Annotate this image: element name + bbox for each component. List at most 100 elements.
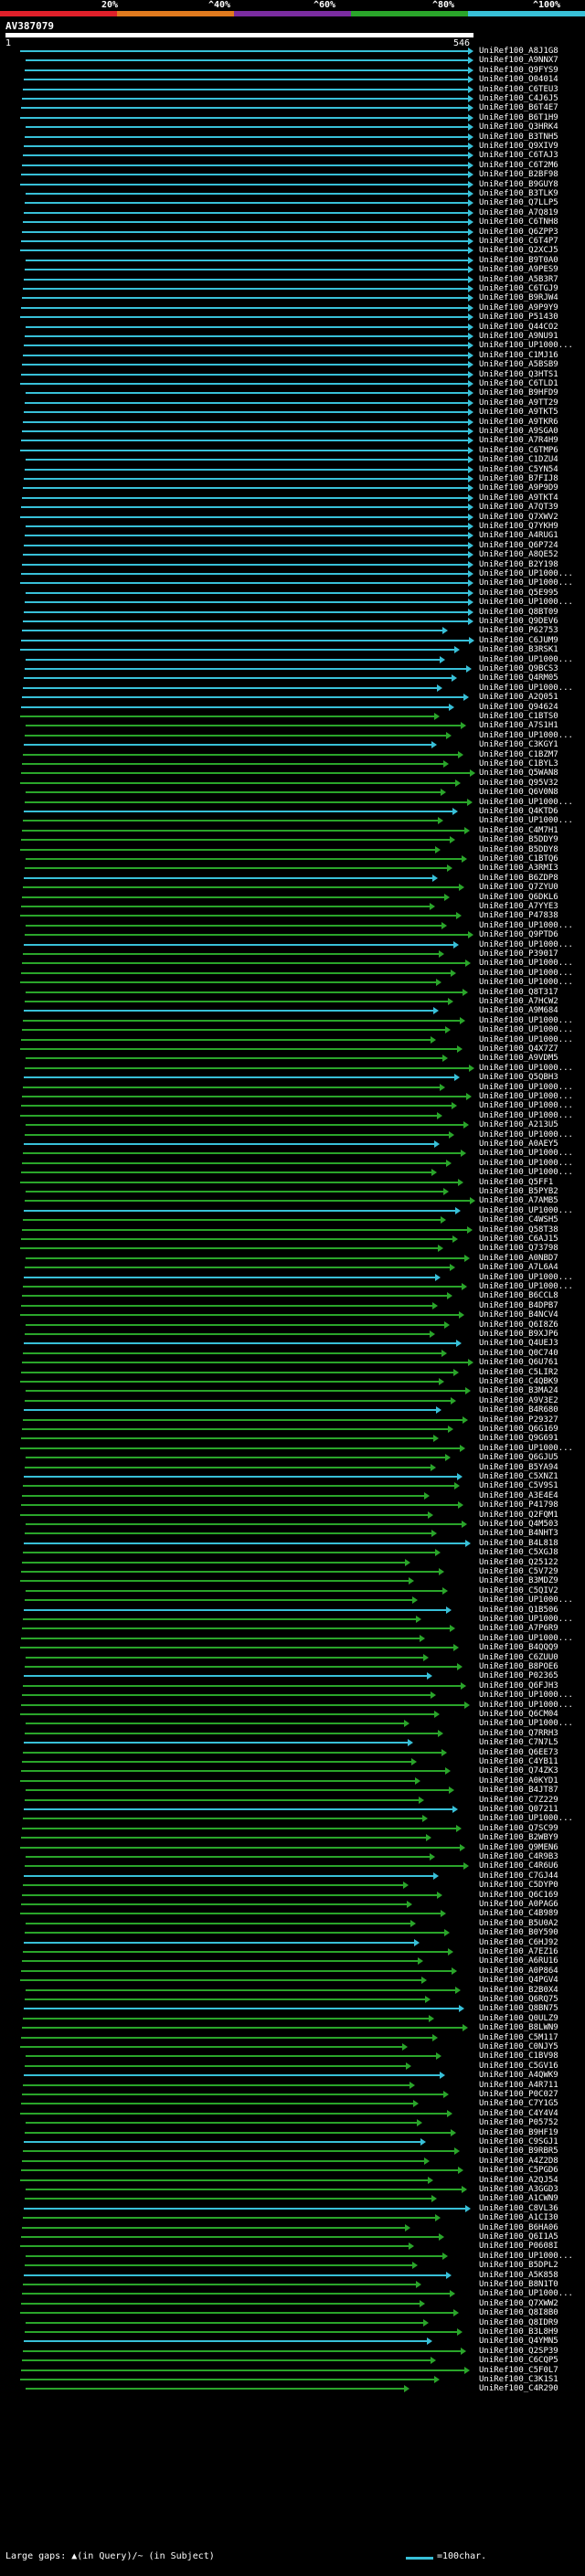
hit-accession-link[interactable]: UniRef100_A9SGA0 bbox=[479, 427, 558, 436]
hit-accession-link[interactable]: UniRef100_B9HFD9 bbox=[479, 388, 558, 398]
alignment-row[interactable]: UniRef100_A2Q051 bbox=[0, 692, 585, 703]
alignment-row[interactable]: UniRef100_B0Y590 bbox=[0, 1927, 585, 1938]
alignment-row[interactable]: UniRef100_B4R680 bbox=[0, 1405, 585, 1415]
hit-accession-link[interactable]: UniRef100_A8QE52 bbox=[479, 550, 558, 560]
alignment-row[interactable]: UniRef100_Q6C169 bbox=[0, 1890, 585, 1901]
hit-accession-link[interactable]: UniRef100_UP1000... bbox=[479, 1205, 573, 1215]
alignment-row[interactable]: UniRef100_P41798 bbox=[0, 1500, 585, 1511]
alignment-row[interactable]: UniRef100_C3KGY1 bbox=[0, 739, 585, 750]
hit-accession-link[interactable]: UniRef100_A3E4E4 bbox=[479, 1490, 558, 1500]
hit-accession-link[interactable]: UniRef100_UP1000... bbox=[479, 569, 573, 578]
alignment-row[interactable]: UniRef100_C4R9B3 bbox=[0, 1851, 585, 1862]
hit-accession-link[interactable]: UniRef100_P41798 bbox=[479, 1500, 558, 1511]
hit-accession-link[interactable]: UniRef100_UP1000... bbox=[479, 1034, 573, 1044]
hit-accession-link[interactable]: UniRef100_Q7ZYU0 bbox=[479, 883, 558, 893]
hit-accession-link[interactable]: UniRef100_A0NBD7 bbox=[479, 1253, 558, 1263]
hit-accession-link[interactable]: UniRef100_A7AMB5 bbox=[479, 1196, 558, 1206]
hit-accession-link[interactable]: UniRef100_Q7RRH3 bbox=[479, 1728, 558, 1738]
alignment-row[interactable]: UniRef100_UP1000... bbox=[0, 1614, 585, 1625]
alignment-row[interactable]: UniRef100_C1DZU4 bbox=[0, 454, 585, 465]
alignment-row[interactable]: UniRef100_B8LWN9 bbox=[0, 2022, 585, 2033]
hit-accession-link[interactable]: UniRef100_Q6FJH3 bbox=[479, 1680, 558, 1691]
hit-accession-link[interactable]: UniRef100_A8J1G8 bbox=[479, 47, 558, 56]
alignment-row[interactable]: UniRef100_Q8BN75 bbox=[0, 2003, 585, 2014]
alignment-row[interactable]: UniRef100_P51430 bbox=[0, 312, 585, 323]
alignment-row[interactable]: UniRef100_A3GGD3 bbox=[0, 2184, 585, 2195]
alignment-row[interactable]: UniRef100_UP1000... bbox=[0, 1633, 585, 1644]
hit-accession-link[interactable]: UniRef100_C1BV98 bbox=[479, 2051, 558, 2062]
hit-accession-link[interactable]: UniRef100_C5YN54 bbox=[479, 464, 558, 474]
hit-accession-link[interactable]: UniRef100_C4QBK9 bbox=[479, 1377, 558, 1386]
alignment-row[interactable]: UniRef100_C4Y4V4 bbox=[0, 2108, 585, 2119]
alignment-row[interactable]: UniRef100_Q4M503 bbox=[0, 1519, 585, 1530]
hit-accession-link[interactable]: UniRef100_B9T0A0 bbox=[479, 255, 558, 265]
alignment-row[interactable]: UniRef100_B4DPB7 bbox=[0, 1300, 585, 1311]
hit-accession-link[interactable]: UniRef100_Q73798 bbox=[479, 1244, 558, 1254]
hit-accession-link[interactable]: UniRef100_A9V3E2 bbox=[479, 1395, 558, 1405]
hit-accession-link[interactable]: UniRef100_Q9FYS9 bbox=[479, 65, 558, 75]
hit-accession-link[interactable]: UniRef100_Q6RQ75 bbox=[479, 1995, 558, 2004]
hit-accession-link[interactable]: UniRef100_Q25122 bbox=[479, 1557, 558, 1567]
hit-accession-link[interactable]: UniRef100_Q7SC99 bbox=[479, 1823, 558, 1833]
hit-accession-link[interactable]: UniRef100_UP1000... bbox=[479, 598, 573, 608]
hit-accession-link[interactable]: UniRef100_Q4RM05 bbox=[479, 673, 558, 684]
hit-accession-link[interactable]: UniRef100_A4Z2D8 bbox=[479, 2156, 558, 2166]
hit-accession-link[interactable]: UniRef100_B4NCV4 bbox=[479, 1310, 558, 1320]
alignment-row[interactable]: UniRef100_UP1000... bbox=[0, 968, 585, 979]
hit-accession-link[interactable]: UniRef100_B4R680 bbox=[479, 1405, 558, 1415]
hit-accession-link[interactable]: UniRef100_C1BZM7 bbox=[479, 749, 558, 759]
hit-accession-link[interactable]: UniRef100_B5DPL2 bbox=[479, 2261, 558, 2271]
alignment-row[interactable]: UniRef100_Q58T38 bbox=[0, 1224, 585, 1235]
alignment-row[interactable]: UniRef100_B3TLK9 bbox=[0, 188, 585, 199]
alignment-row[interactable]: UniRef100_Q8I8B0 bbox=[0, 2307, 585, 2318]
hit-accession-link[interactable]: UniRef100_Q7LLP5 bbox=[479, 198, 558, 208]
alignment-row[interactable]: UniRef100_Q2FQM1 bbox=[0, 1510, 585, 1521]
alignment-row[interactable]: UniRef100_C5XGJ8 bbox=[0, 1547, 585, 1558]
alignment-row[interactable]: UniRef100_A5BSB9 bbox=[0, 359, 585, 370]
alignment-row[interactable]: UniRef100_C6HJ92 bbox=[0, 1937, 585, 1948]
alignment-row[interactable]: UniRef100_B4QQQ9 bbox=[0, 1642, 585, 1653]
alignment-row[interactable]: UniRef100_Q2XCJ5 bbox=[0, 245, 585, 256]
hit-accession-link[interactable]: UniRef100_UP1000... bbox=[479, 920, 573, 930]
hit-accession-link[interactable]: UniRef100_C6CQP5 bbox=[479, 2356, 558, 2366]
alignment-row[interactable]: UniRef100_UP1000... bbox=[0, 578, 585, 588]
hit-accession-link[interactable]: UniRef100_A9TKT5 bbox=[479, 408, 558, 418]
alignment-row[interactable]: UniRef100_Q74ZK3 bbox=[0, 1765, 585, 1776]
alignment-row[interactable]: UniRef100_B3MDZ9 bbox=[0, 1575, 585, 1586]
hit-accession-link[interactable]: UniRef100_Q6I1A5 bbox=[479, 2232, 558, 2242]
hit-accession-link[interactable]: UniRef100_UP1000... bbox=[479, 2251, 573, 2261]
alignment-row[interactable]: UniRef100_B2WBY9 bbox=[0, 1832, 585, 1843]
hit-accession-link[interactable]: UniRef100_A1CI30 bbox=[479, 2213, 558, 2223]
alignment-row[interactable]: UniRef100_Q7ZYU0 bbox=[0, 882, 585, 893]
alignment-row[interactable]: UniRef100_Q7XWW2 bbox=[0, 2298, 585, 2309]
hit-accession-link[interactable]: UniRef100_C5V729 bbox=[479, 1567, 558, 1576]
hit-accession-link[interactable]: UniRef100_Q6GJU5 bbox=[479, 1453, 558, 1463]
alignment-row[interactable]: UniRef100_Q8T317 bbox=[0, 987, 585, 998]
alignment-row[interactable]: UniRef100_A0AEY5 bbox=[0, 1139, 585, 1150]
alignment-row[interactable]: UniRef100_C5QIV2 bbox=[0, 1585, 585, 1596]
hit-accession-link[interactable]: UniRef100_B9RBR5 bbox=[479, 2147, 558, 2157]
alignment-row[interactable]: UniRef100_UP1000... bbox=[0, 1110, 585, 1121]
hit-accession-link[interactable]: UniRef100_B6T4E7 bbox=[479, 103, 558, 113]
hit-accession-link[interactable]: UniRef100_Q0C740 bbox=[479, 1348, 558, 1358]
alignment-row[interactable]: UniRef100_UP1000... bbox=[0, 1100, 585, 1111]
hit-accession-link[interactable]: UniRef100_UP1000... bbox=[479, 1149, 573, 1159]
alignment-row[interactable]: UniRef100_B2BF98 bbox=[0, 169, 585, 180]
alignment-row[interactable]: UniRef100_B3TNH5 bbox=[0, 132, 585, 143]
alignment-row[interactable]: UniRef100_UP1000... bbox=[0, 1272, 585, 1283]
alignment-row[interactable]: UniRef100_B6HA06 bbox=[0, 2222, 585, 2233]
hit-accession-link[interactable]: UniRef100_UP1000... bbox=[479, 730, 573, 740]
hit-accession-link[interactable]: UniRef100_C4YB11 bbox=[479, 1757, 558, 1766]
alignment-row[interactable]: UniRef100_Q0C740 bbox=[0, 1348, 585, 1359]
hit-accession-link[interactable]: UniRef100_C9SGJ1 bbox=[479, 2137, 558, 2147]
hit-accession-link[interactable]: UniRef100_B2BF98 bbox=[479, 170, 558, 180]
hit-accession-link[interactable]: UniRef100_Q6C169 bbox=[479, 1890, 558, 1900]
hit-accession-link[interactable]: UniRef100_B5YA94 bbox=[479, 1462, 558, 1472]
hit-accession-link[interactable]: UniRef100_C5LIR2 bbox=[479, 1367, 558, 1377]
alignment-row[interactable]: UniRef100_Q2SP39 bbox=[0, 2346, 585, 2357]
alignment-row[interactable]: UniRef100_C6TAJ3 bbox=[0, 150, 585, 161]
hit-accession-link[interactable]: UniRef100_Q7XWV2 bbox=[479, 512, 558, 522]
alignment-row[interactable]: UniRef100_UP1000... bbox=[0, 568, 585, 579]
alignment-row[interactable]: UniRef100_A3RMI3 bbox=[0, 863, 585, 874]
hit-accession-link[interactable]: UniRef100_Q6U761 bbox=[479, 1358, 558, 1368]
